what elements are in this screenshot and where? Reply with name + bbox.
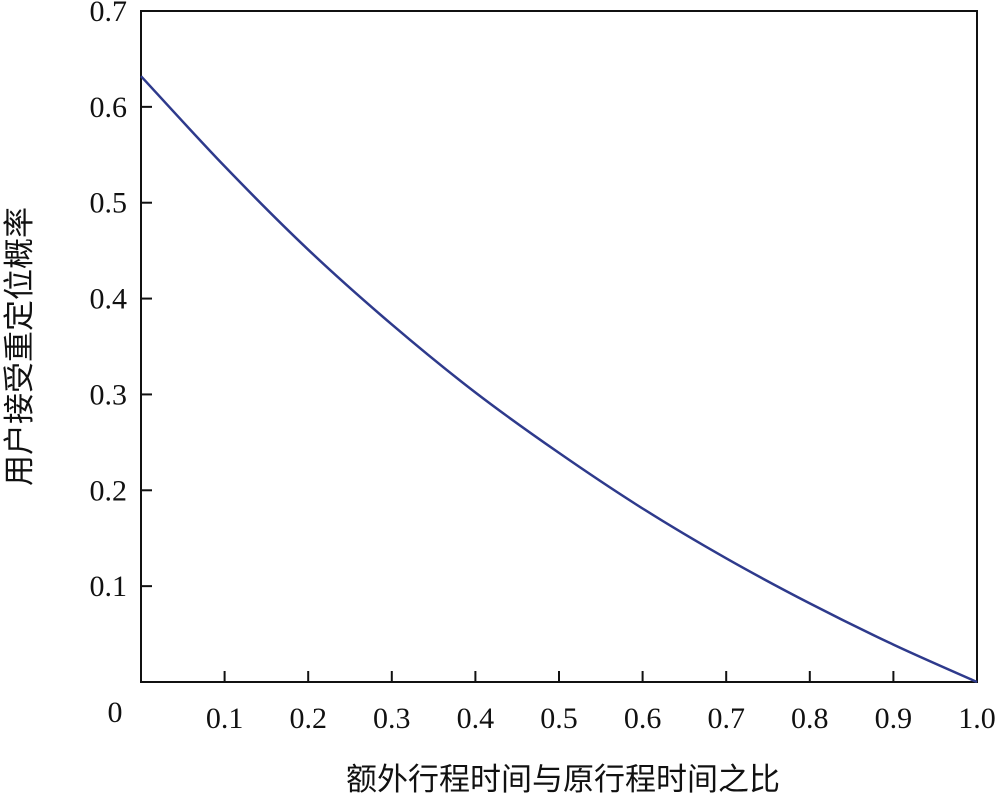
x-tick-label: 0.3 [373,702,411,735]
x-axis-label: 额外行程时间与原行程时间之比 [346,762,780,798]
x-tick-label: 0.6 [624,702,662,735]
y-tick-label: 0 [108,696,123,729]
y-tick-label: 0.2 [90,474,128,507]
x-tick-label: 0.5 [540,702,578,735]
x-tick-label: 0.8 [791,702,829,735]
x-tick-label: 1.0 [958,702,996,735]
y-tick-label: 0.6 [90,91,128,124]
y-tick-label: 0.5 [90,187,128,220]
x-tick-label: 0.9 [875,702,913,735]
x-axis-ticks: 0.1 0.2 0.3 0.4 0.5 0.6 0.7 0.8 0.9 1.0 [206,671,996,735]
series-layer [140,75,978,684]
plot-border [140,10,978,683]
series-line [140,75,978,684]
y-tick-label: 0.7 [90,0,128,28]
plot-frame [140,10,978,683]
x-tick-label: 0.7 [707,702,745,735]
y-axis-label: 用户接受重定位概率 [2,207,38,486]
y-tick-label: 0.4 [90,283,128,316]
x-tick-label: 0.1 [206,702,244,735]
x-tick-label: 0.4 [457,702,495,735]
y-axis-ticks: 0 0.1 0.2 0.3 0.4 0.5 0.6 0.7 [90,0,152,729]
y-tick-label: 0.3 [90,378,128,411]
x-tick-label: 0.2 [289,702,327,735]
y-tick-label: 0.1 [90,570,128,603]
